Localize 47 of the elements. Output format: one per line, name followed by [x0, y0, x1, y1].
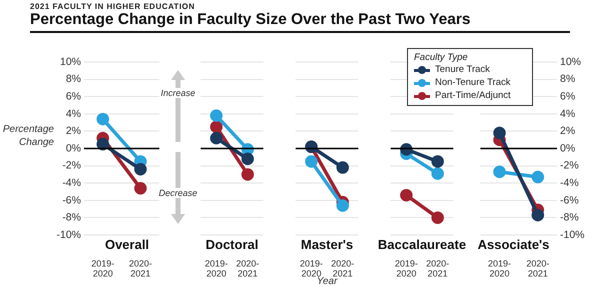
y-tick-label: 6%: [560, 90, 576, 102]
text: Overall: [104, 237, 150, 252]
y-tick-label: 8%: [66, 73, 81, 86]
x-axis-title: Year: [316, 276, 338, 287]
y-tick-label: 6%: [66, 90, 81, 102]
legend-label: Non-Tenure Track: [435, 77, 511, 88]
y-tick-label: -2%: [62, 160, 81, 172]
x-tick-label: 2019-2020: [488, 258, 512, 278]
x-tick-label: 2020-2021: [331, 258, 354, 278]
x-tick-label: 2019-2020: [300, 258, 323, 278]
y-tick-label: -8%: [560, 212, 579, 224]
legend-label: Part-Time/Adjunct: [435, 90, 511, 101]
y-tick-label: -10%: [560, 228, 585, 241]
y-tick-label: 0%: [560, 142, 576, 154]
y-tick-label: -4%: [62, 176, 81, 189]
y-tick-label: 10%: [60, 56, 81, 68]
x-tick-label: 2019-2020: [204, 258, 228, 278]
y-tick-label: 4%: [66, 108, 81, 120]
y-tick-label: 2%: [66, 125, 81, 138]
annotation: Decrease: [158, 188, 198, 198]
x-tick-label: 2020-2021: [128, 258, 152, 278]
y-tick-label: -8%: [62, 212, 81, 224]
y-tick-label: -10%: [56, 228, 81, 241]
y-tick-label: -6%: [62, 194, 81, 206]
y-tick-label: 2%: [560, 125, 576, 138]
y-tick-label: 4%: [560, 108, 576, 120]
x-tick-label: 2019-2020: [394, 258, 418, 278]
x-tick-label: 2019-2020: [91, 258, 114, 278]
y-tick-label: -4%: [560, 176, 579, 189]
y-axis-title: Percentage Change: [2, 123, 54, 149]
text: Doctoral: [204, 237, 260, 252]
y-tick-label: 0%: [66, 142, 81, 154]
y-tick-label: -6%: [560, 194, 579, 206]
x-tick-label: 2020-2021: [236, 258, 260, 278]
legend-label: Tenure Track: [435, 64, 490, 75]
text: Master's: [300, 237, 354, 252]
text: Increase: [160, 88, 196, 98]
y-tick-label: 10%: [560, 56, 582, 68]
text: Associate's: [478, 237, 550, 252]
text: 2021 FACULTY IN HIGHER EDUCATION: [30, 2, 196, 11]
text: Percentage Change in Faculty Size Over the Past Two Years: [30, 11, 570, 33]
y-tick-label: 8%: [560, 73, 576, 86]
x-tick-label: 2020-2021: [426, 258, 450, 278]
y-tick-label: -2%: [560, 160, 579, 172]
legend-title: Faculty Type: [414, 52, 469, 63]
x-tick-label: 2020-2021: [526, 258, 550, 278]
text: Baccalaureate: [378, 237, 466, 252]
